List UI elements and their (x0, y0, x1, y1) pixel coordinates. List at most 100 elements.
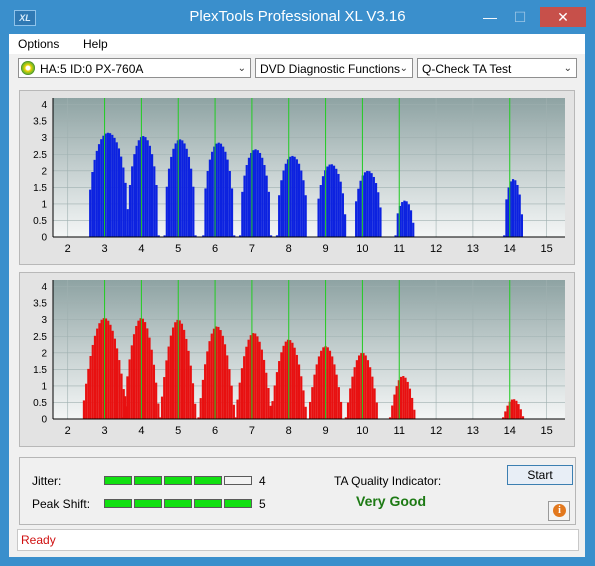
data-bar (135, 145, 138, 237)
data-bar (413, 409, 416, 419)
data-bar (232, 404, 235, 419)
data-bar (224, 151, 227, 237)
data-bar (221, 335, 224, 419)
data-bar (100, 319, 103, 419)
x-tick-label: 2 (65, 243, 71, 255)
data-bar (250, 152, 253, 237)
x-tick-label: 10 (356, 243, 368, 255)
data-bar (187, 350, 190, 419)
data-bar (152, 364, 156, 419)
data-bar (223, 344, 227, 419)
title-bar[interactable]: XL PlexTools Professional XL V3.16 — ☐ ✕ (0, 0, 595, 34)
data-bar (339, 181, 342, 237)
data-bar (183, 329, 186, 419)
data-bar (172, 148, 175, 237)
data-bar (120, 156, 123, 237)
data-bar (113, 137, 116, 237)
data-bar (258, 341, 261, 419)
data-bar (137, 320, 140, 419)
data-bar (185, 338, 188, 419)
menu-options[interactable]: Options (18, 37, 60, 51)
y-tick-label: 2.5 (33, 150, 47, 161)
drive-select[interactable]: HA:5 ID:0 PX-760A ⌄ (18, 58, 251, 78)
data-bar (326, 166, 329, 237)
data-bar (194, 403, 197, 419)
data-bar (346, 402, 350, 419)
data-bar (320, 350, 323, 419)
data-bar (406, 381, 409, 419)
data-bar (516, 184, 519, 237)
data-bar (245, 165, 248, 237)
data-bar (394, 235, 397, 237)
y-tick-label: 1.5 (33, 365, 47, 376)
data-bar (115, 142, 118, 237)
data-bar (286, 159, 290, 237)
data-bar (180, 323, 184, 419)
data-bar (191, 383, 195, 419)
x-tick-label: 6 (212, 243, 218, 255)
data-bar (181, 140, 184, 237)
data-bar (399, 376, 403, 419)
data-bar (87, 368, 90, 419)
data-bar (328, 164, 331, 237)
data-bar (146, 328, 149, 419)
data-bar (302, 390, 305, 419)
data-bar (355, 201, 358, 237)
data-bar (377, 192, 380, 237)
data-bar (243, 175, 246, 237)
data-bar (509, 181, 512, 237)
data-bar (126, 235, 129, 237)
x-tick-label: 15 (540, 243, 552, 255)
data-bar (254, 149, 257, 237)
data-bar (254, 333, 257, 419)
data-bar (343, 214, 347, 237)
bottom-chart: 0 0.5 1 1.5 2 2.5 3 3.5 4 2 3 4 5 6 7 8 9 10 11 12 13 14 15 (33, 280, 565, 437)
data-bar (120, 373, 123, 419)
ta-quality-label: TA Quality Indicator: (334, 474, 442, 488)
data-bar (185, 148, 188, 237)
data-bar (219, 143, 223, 237)
y-tick-label: 3 (41, 315, 47, 326)
test-select-value: Q-Check TA Test (422, 62, 512, 76)
menu-help[interactable]: Help (83, 37, 108, 51)
data-bar (404, 377, 407, 419)
data-bar (359, 180, 362, 237)
data-bar (388, 417, 392, 419)
data-bar (331, 356, 334, 419)
results-group: Jitter: 4 Peak Shift: 5 TA Quality Indic… (19, 457, 576, 525)
data-bar (311, 387, 314, 419)
data-bar (204, 188, 207, 237)
jitter-meter-segment (224, 476, 252, 485)
data-bar (118, 360, 121, 419)
data-bar (163, 377, 166, 419)
data-bar (353, 367, 356, 419)
data-bar (295, 159, 298, 237)
data-bar (117, 148, 121, 237)
data-bar (273, 385, 276, 419)
data-bar (402, 376, 405, 419)
data-bar (300, 170, 303, 237)
data-bar (371, 376, 374, 419)
peak-shift-meter-segment (104, 499, 132, 508)
y-tick-label: 0 (41, 415, 47, 426)
data-bar (93, 159, 96, 237)
data-bar (144, 137, 147, 237)
close-button[interactable]: ✕ (540, 7, 586, 27)
function-select[interactable]: DVD Diagnostic Functions ⌄ (255, 58, 413, 78)
data-bar (412, 222, 415, 237)
data-bar (521, 416, 525, 419)
maximize-button[interactable]: ☐ (513, 9, 527, 25)
data-bar (355, 360, 358, 419)
data-bar (148, 145, 151, 237)
data-bar (106, 132, 109, 237)
minimize-button[interactable]: — (483, 9, 497, 25)
data-bar (111, 330, 114, 419)
data-bar (158, 417, 161, 419)
info-button[interactable]: i (548, 501, 570, 521)
start-button[interactable]: Start (507, 465, 573, 485)
data-bar (300, 376, 303, 419)
test-select[interactable]: Q-Check TA Test ⌄ (417, 58, 577, 78)
data-bar (339, 401, 343, 419)
data-bar (236, 399, 239, 419)
data-bar (230, 385, 233, 419)
